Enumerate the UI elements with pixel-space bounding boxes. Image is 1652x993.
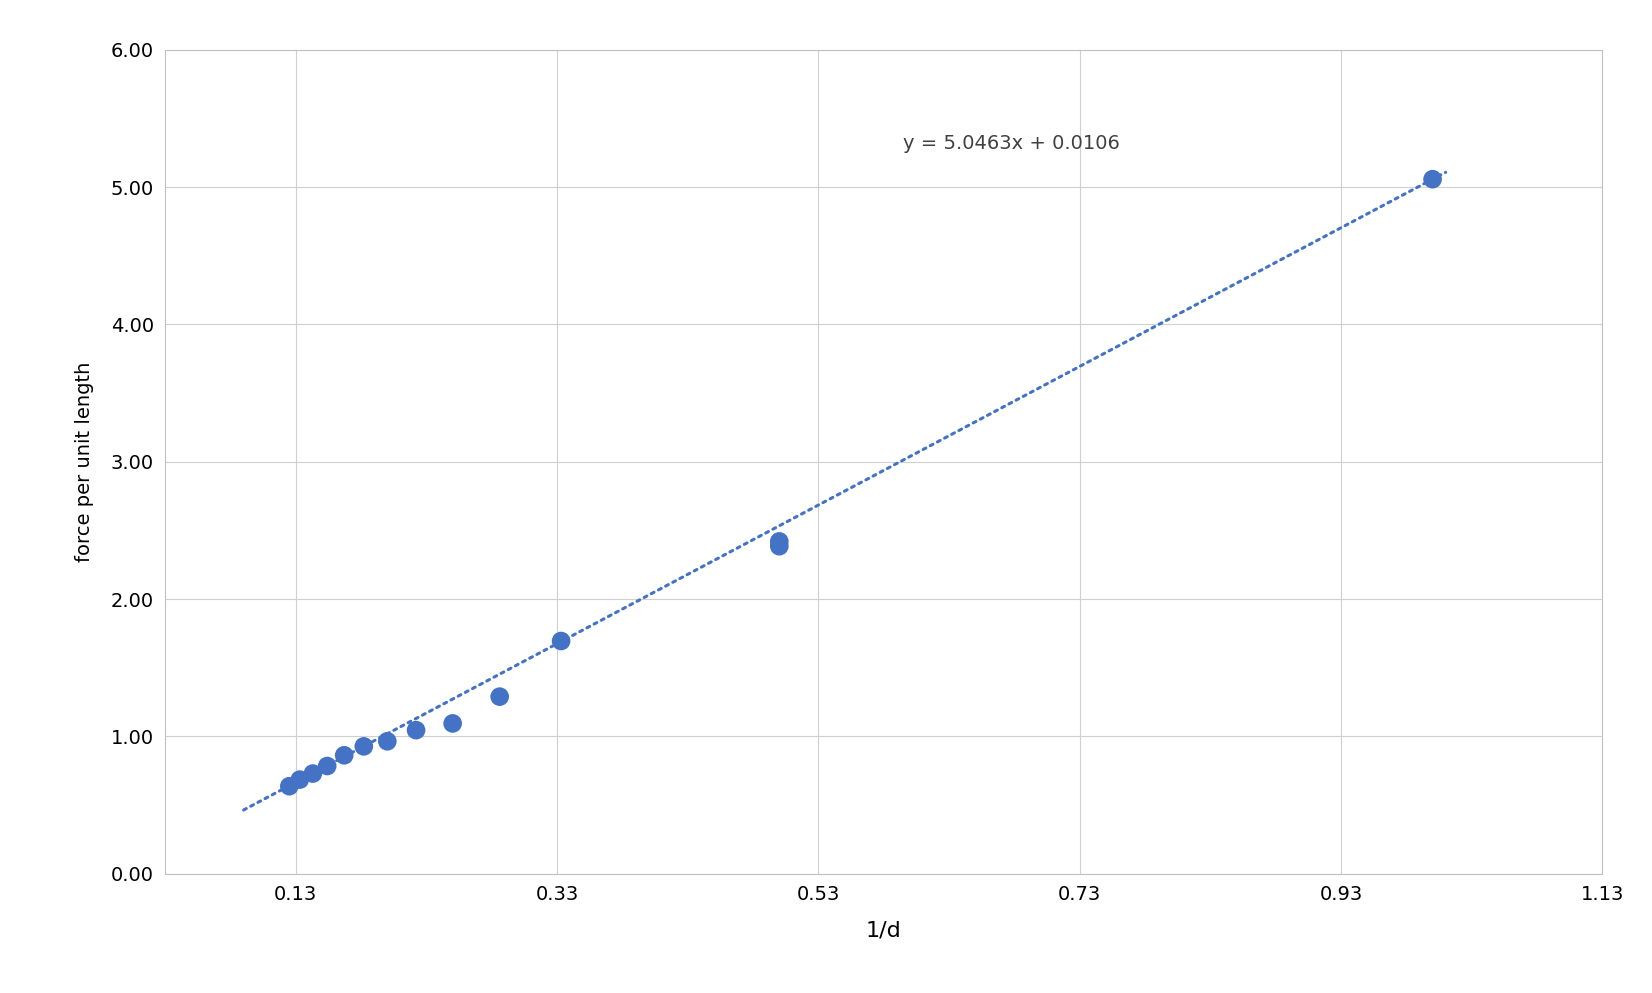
X-axis label: 1/d: 1/d: [866, 921, 902, 940]
Point: [1419, 171, 1446, 187]
Point: [439, 716, 466, 732]
Point: [767, 538, 793, 554]
Point: [276, 779, 302, 794]
Point: [767, 533, 793, 549]
Point: [403, 722, 430, 738]
Point: [486, 689, 512, 705]
Text: y = 5.0463x + 0.0106: y = 5.0463x + 0.0106: [904, 134, 1120, 153]
Point: [286, 772, 312, 787]
Y-axis label: force per unit length: force per unit length: [76, 361, 94, 562]
Point: [299, 766, 325, 781]
Point: [350, 739, 377, 755]
Point: [548, 634, 575, 649]
Point: [314, 758, 340, 774]
Point: [373, 734, 400, 750]
Point: [330, 748, 357, 764]
